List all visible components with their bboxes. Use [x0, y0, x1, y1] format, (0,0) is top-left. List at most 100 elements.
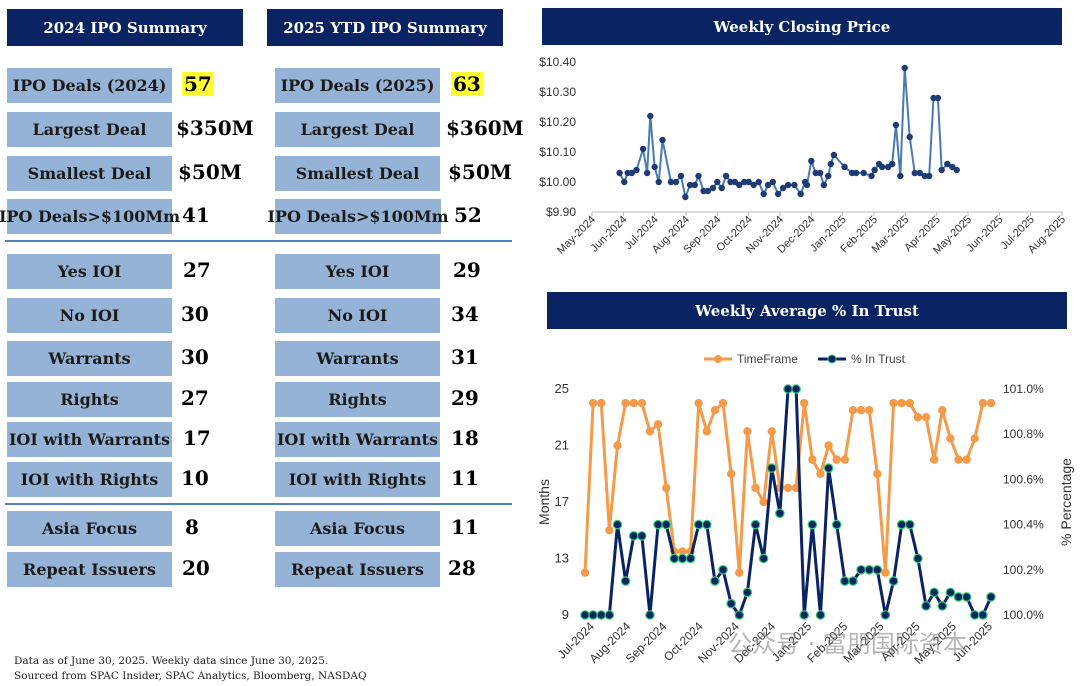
- price-point: [628, 169, 635, 177]
- timeframe-point: [718, 398, 728, 408]
- timeframe-point: [726, 469, 736, 478]
- price-point: [827, 160, 834, 168]
- timeframe-point: [873, 469, 882, 478]
- trust-point: [945, 587, 956, 598]
- trust-point: [669, 553, 680, 564]
- price-point: [878, 163, 886, 171]
- row-label: Smallest Deal: [275, 156, 440, 191]
- timeframe-point: [897, 398, 906, 408]
- trust-point: [693, 519, 704, 530]
- price-point: [709, 184, 717, 192]
- price-point: [897, 172, 904, 180]
- trust-point: [848, 576, 858, 586]
- price-point: [916, 169, 923, 177]
- row-value: 20: [182, 556, 210, 580]
- trust-point: [612, 519, 623, 530]
- timeframe-point: [743, 427, 752, 436]
- price-point: [677, 172, 685, 180]
- timeframe-point: [588, 398, 598, 408]
- summary-2024-title: 2024 IPO Summary: [7, 9, 243, 46]
- row-value: 57: [182, 72, 214, 96]
- trust-point: [628, 531, 639, 541]
- row-label: IPO Deals (2025): [275, 68, 440, 103]
- trust-point: [766, 463, 777, 473]
- trust-point: [710, 576, 720, 586]
- price-point: [764, 181, 772, 189]
- row-label: IPO Deals>$100Mm: [0, 199, 180, 234]
- legend-timeframe-marker: [714, 355, 722, 363]
- trust-point: [961, 592, 972, 602]
- trust-point: [661, 519, 671, 530]
- trust-point: [969, 610, 980, 620]
- row-value: 30: [181, 302, 209, 326]
- y-right-tick-label: 100.4%: [1003, 518, 1044, 532]
- price-point: [860, 169, 867, 177]
- timeframe-point: [962, 455, 971, 464]
- price-point: [755, 178, 762, 186]
- trust-point: [604, 610, 615, 620]
- timeframe-point: [954, 455, 963, 464]
- y-left-tick-label: 25: [555, 381, 569, 396]
- row-label: Asia Focus: [7, 511, 172, 546]
- y-right-tick-label: 100.6%: [1003, 472, 1044, 486]
- timeframe-point: [808, 455, 817, 464]
- trust-point: [677, 553, 688, 564]
- timeframe-point: [824, 441, 833, 450]
- y-left-tick-label: 9: [562, 607, 569, 622]
- timeframe-point: [929, 455, 939, 464]
- y-left-tick-label: 21: [555, 438, 569, 453]
- timeframe-point: [881, 568, 890, 577]
- price-point: [647, 112, 654, 120]
- price-point: [868, 172, 875, 180]
- price-point: [938, 166, 945, 174]
- row-value: 30: [181, 345, 209, 369]
- trust-point: [856, 565, 866, 575]
- trust-point: [637, 531, 647, 541]
- price-point: [750, 181, 757, 189]
- trust-chart: TimeFrame % In Trust 9 13 17 21 25 100.0% 100.2%…: [536, 352, 1074, 667]
- trust-point: [807, 519, 818, 530]
- trust-point: [726, 598, 736, 609]
- timeframe-point: [759, 497, 768, 507]
- trust-point: [978, 610, 988, 620]
- price-point: [616, 169, 623, 177]
- y-tick-label: $10.10: [539, 145, 576, 159]
- y-tick-label: $10.40: [539, 55, 576, 69]
- trust-point: [783, 384, 793, 394]
- price-point: [934, 94, 942, 102]
- footer-note: Data as of June 30, 2025. Weekly data si…: [14, 655, 329, 667]
- price-point: [816, 169, 824, 177]
- trust-point: [791, 384, 801, 394]
- row-label: IOI with Warrants: [7, 422, 172, 457]
- timeframe-point: [800, 398, 809, 408]
- y-right-tick-label: 100.2%: [1003, 563, 1044, 577]
- row-label: Rights: [275, 382, 440, 417]
- timeframe-point: [678, 547, 687, 556]
- row-label: Yes IOI: [7, 254, 172, 289]
- row-value: 29: [451, 386, 479, 410]
- y-tick-label: $10.20: [539, 115, 576, 129]
- legend-trust-marker: [827, 354, 837, 364]
- price-point: [803, 181, 811, 189]
- price-point: [841, 163, 848, 171]
- price-point: [691, 181, 698, 189]
- trust-point: [588, 610, 598, 620]
- timeframe-point: [921, 413, 931, 422]
- y-tick-label: $9.90: [546, 205, 576, 219]
- price-point: [953, 166, 960, 174]
- price-point: [718, 184, 725, 192]
- row-value: 28: [448, 556, 476, 580]
- legend-timeframe-label: TimeFrame: [737, 352, 798, 366]
- row-value: 41: [182, 203, 210, 227]
- price-point: [633, 166, 640, 174]
- trust-point: [718, 565, 728, 575]
- trust-point: [840, 576, 850, 586]
- price-point: [639, 145, 647, 153]
- price-point: [621, 178, 628, 186]
- timeframe-point: [816, 469, 825, 478]
- price-point: [722, 172, 730, 180]
- row-label: Warrants: [7, 341, 172, 376]
- trust-point: [580, 610, 590, 620]
- row-label: No IOI: [7, 298, 172, 333]
- timeframe-point: [645, 427, 655, 436]
